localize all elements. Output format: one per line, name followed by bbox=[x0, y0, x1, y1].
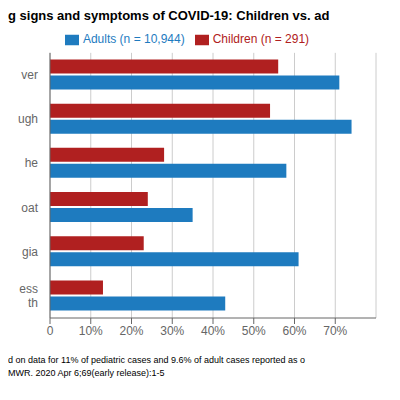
svg-text:ugh: ugh bbox=[18, 112, 38, 126]
svg-text:oat: oat bbox=[21, 201, 38, 215]
html-text:Children (n = 291): Children (n = 291) bbox=[212, 32, 310, 46]
html-text:d on data for 11% of pediatric: d on data for 11% of pediatric cases and… bbox=[8, 355, 305, 365]
svg-text:essth: essth bbox=[19, 282, 38, 309]
svg-text:he: he bbox=[25, 156, 39, 170]
html-text:MWR. 2020 Apr 6;69(early relea: MWR. 2020 Apr 6;69(early release):1-5 bbox=[8, 368, 165, 378]
svg-text:ver: ver bbox=[21, 68, 38, 82]
svg-text:40%: 40% bbox=[201, 324, 225, 338]
svg-text:10%: 10% bbox=[79, 324, 103, 338]
svg-text:20%: 20% bbox=[119, 324, 143, 338]
svg-text:0: 0 bbox=[47, 324, 54, 338]
html-text:Adults (n = 10,944): Adults (n = 10,944) bbox=[82, 32, 185, 46]
svg-text:50%: 50% bbox=[242, 324, 266, 338]
svg-text:70%: 70% bbox=[323, 324, 347, 338]
svg-text:30%: 30% bbox=[160, 324, 184, 338]
svg-text:60%: 60% bbox=[282, 324, 306, 338]
html-text:g signs and symptoms of COVID-: g signs and symptoms of COVID-19: Childr… bbox=[8, 8, 330, 23]
svg-text:gia: gia bbox=[22, 245, 38, 259]
